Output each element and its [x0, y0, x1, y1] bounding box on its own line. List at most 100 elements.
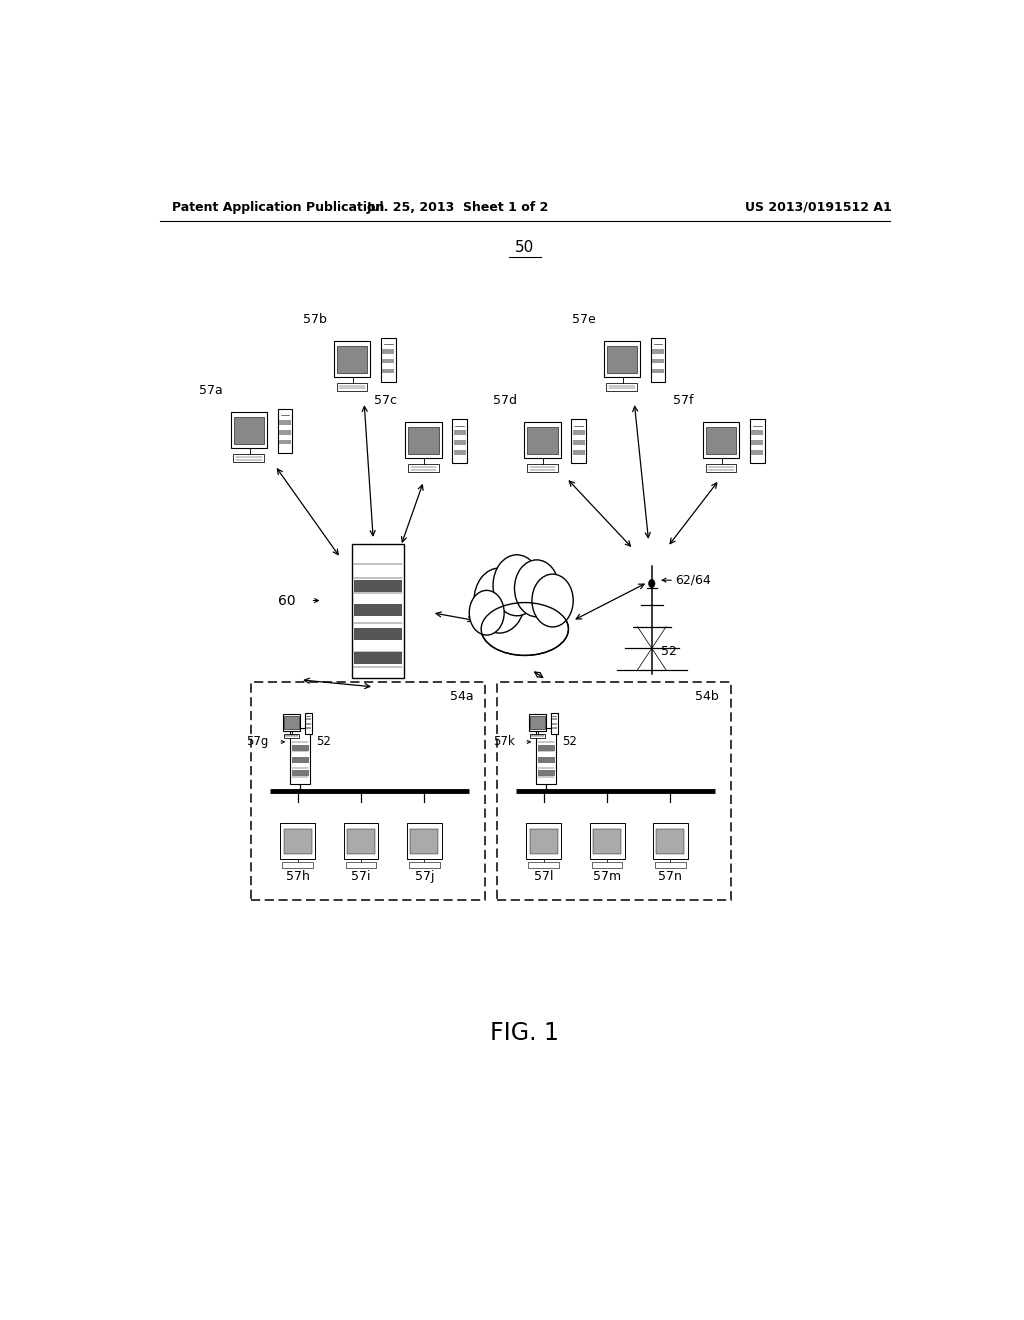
FancyBboxPatch shape — [407, 822, 441, 859]
FancyBboxPatch shape — [290, 729, 310, 784]
FancyBboxPatch shape — [706, 426, 736, 454]
Text: 57h: 57h — [286, 870, 310, 883]
FancyBboxPatch shape — [278, 409, 293, 453]
FancyBboxPatch shape — [354, 652, 401, 664]
Text: Patent Application Publication: Patent Application Publication — [172, 201, 384, 214]
FancyBboxPatch shape — [590, 822, 625, 859]
Text: 52: 52 — [386, 684, 401, 697]
FancyBboxPatch shape — [337, 346, 368, 372]
FancyBboxPatch shape — [752, 450, 763, 454]
FancyBboxPatch shape — [530, 717, 545, 729]
FancyBboxPatch shape — [334, 341, 370, 378]
FancyBboxPatch shape — [538, 744, 555, 751]
FancyBboxPatch shape — [382, 359, 394, 363]
FancyBboxPatch shape — [650, 338, 666, 381]
FancyBboxPatch shape — [538, 770, 555, 776]
FancyBboxPatch shape — [703, 422, 739, 458]
FancyBboxPatch shape — [409, 465, 439, 473]
Text: FIG. 1: FIG. 1 — [490, 1020, 559, 1044]
FancyBboxPatch shape — [454, 430, 466, 434]
FancyBboxPatch shape — [653, 822, 688, 859]
FancyBboxPatch shape — [409, 862, 439, 867]
FancyBboxPatch shape — [280, 430, 291, 434]
FancyBboxPatch shape — [292, 758, 308, 763]
FancyBboxPatch shape — [230, 412, 267, 447]
FancyBboxPatch shape — [233, 417, 264, 444]
Text: 57k: 57k — [493, 735, 514, 748]
Text: 54a: 54a — [450, 690, 473, 704]
FancyBboxPatch shape — [656, 829, 684, 854]
FancyBboxPatch shape — [454, 441, 466, 445]
Text: US 2013/0191512 A1: US 2013/0191512 A1 — [745, 201, 892, 214]
Text: 50: 50 — [515, 240, 535, 255]
FancyBboxPatch shape — [344, 822, 379, 859]
Text: 54b: 54b — [695, 690, 719, 704]
Text: 57a: 57a — [200, 384, 223, 397]
FancyBboxPatch shape — [409, 426, 438, 454]
Ellipse shape — [481, 602, 568, 656]
FancyBboxPatch shape — [347, 829, 375, 854]
FancyBboxPatch shape — [752, 430, 763, 434]
FancyBboxPatch shape — [593, 829, 621, 854]
Text: 57b: 57b — [302, 313, 327, 326]
FancyBboxPatch shape — [292, 744, 308, 751]
Text: 57f: 57f — [673, 395, 694, 408]
FancyBboxPatch shape — [305, 713, 312, 734]
Circle shape — [494, 554, 541, 615]
FancyBboxPatch shape — [346, 862, 377, 867]
Circle shape — [514, 560, 559, 616]
FancyBboxPatch shape — [382, 368, 394, 374]
FancyBboxPatch shape — [750, 418, 765, 463]
FancyBboxPatch shape — [251, 682, 485, 900]
FancyBboxPatch shape — [604, 341, 640, 378]
FancyBboxPatch shape — [527, 465, 558, 473]
FancyBboxPatch shape — [752, 441, 763, 445]
FancyBboxPatch shape — [352, 544, 404, 677]
Circle shape — [531, 574, 573, 627]
FancyBboxPatch shape — [652, 348, 664, 354]
FancyBboxPatch shape — [354, 628, 401, 640]
Text: 57l: 57l — [535, 870, 554, 883]
Text: 52: 52 — [316, 735, 331, 748]
FancyBboxPatch shape — [655, 862, 686, 867]
Text: 52: 52 — [562, 735, 577, 748]
FancyBboxPatch shape — [652, 359, 664, 363]
Circle shape — [648, 579, 655, 587]
Text: Jul. 25, 2013  Sheet 1 of 2: Jul. 25, 2013 Sheet 1 of 2 — [367, 201, 549, 214]
FancyBboxPatch shape — [551, 713, 558, 734]
FancyBboxPatch shape — [528, 862, 559, 867]
FancyBboxPatch shape — [706, 465, 736, 473]
FancyBboxPatch shape — [592, 862, 623, 867]
FancyBboxPatch shape — [571, 418, 586, 463]
Text: 62/64: 62/64 — [676, 574, 712, 586]
FancyBboxPatch shape — [527, 426, 558, 454]
FancyBboxPatch shape — [552, 718, 557, 721]
FancyBboxPatch shape — [529, 714, 546, 731]
FancyBboxPatch shape — [382, 348, 394, 354]
FancyBboxPatch shape — [354, 605, 401, 616]
Text: 57g: 57g — [246, 735, 268, 748]
FancyBboxPatch shape — [280, 420, 291, 425]
Text: 60: 60 — [278, 594, 296, 607]
FancyBboxPatch shape — [530, 734, 545, 738]
FancyBboxPatch shape — [552, 727, 557, 730]
FancyBboxPatch shape — [305, 722, 311, 725]
Text: 57j: 57j — [415, 870, 434, 883]
FancyBboxPatch shape — [497, 682, 731, 900]
FancyBboxPatch shape — [529, 829, 558, 854]
FancyBboxPatch shape — [524, 422, 560, 458]
FancyBboxPatch shape — [292, 770, 308, 776]
Text: 57d: 57d — [493, 395, 517, 408]
FancyBboxPatch shape — [572, 450, 585, 454]
FancyBboxPatch shape — [354, 579, 401, 591]
FancyBboxPatch shape — [337, 383, 368, 391]
FancyBboxPatch shape — [411, 829, 438, 854]
Text: 56: 56 — [516, 602, 534, 615]
FancyBboxPatch shape — [453, 418, 467, 463]
FancyBboxPatch shape — [538, 758, 555, 763]
Text: 57i: 57i — [351, 870, 371, 883]
FancyBboxPatch shape — [454, 450, 466, 454]
FancyBboxPatch shape — [606, 383, 637, 391]
FancyBboxPatch shape — [572, 441, 585, 445]
Circle shape — [474, 568, 524, 634]
